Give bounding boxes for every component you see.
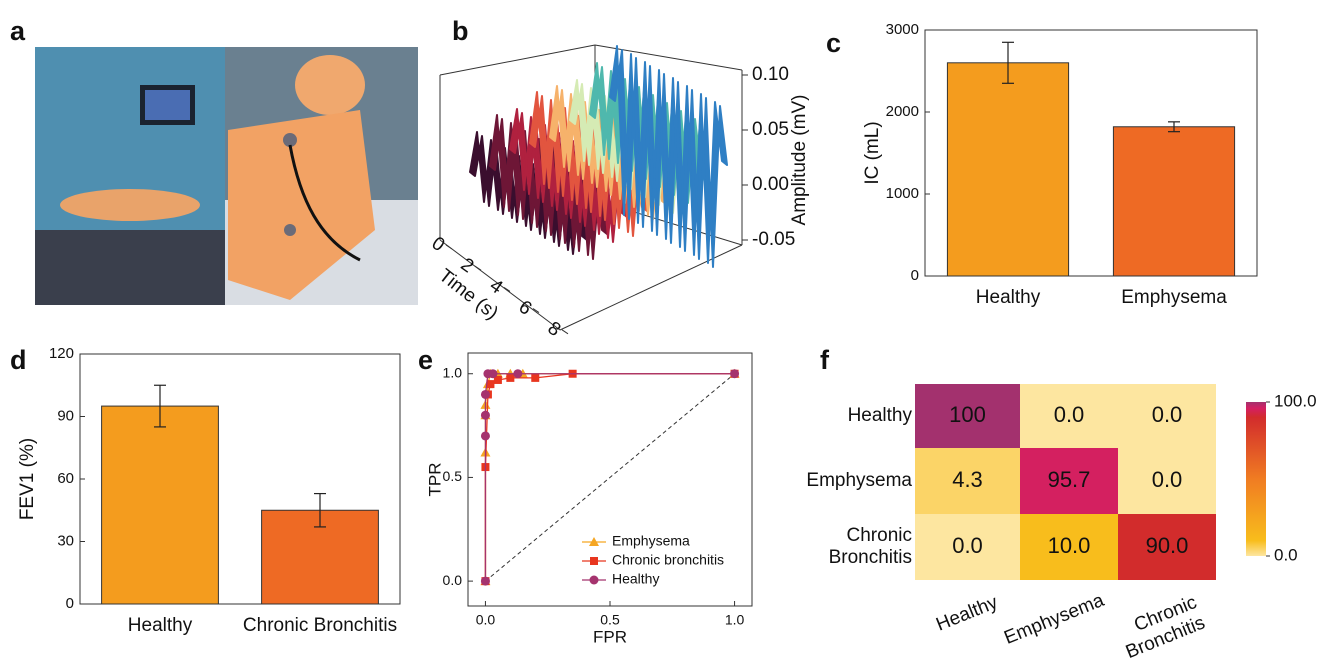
y-axis-label: IC (mL) [862, 121, 883, 184]
photo-bed [35, 230, 225, 305]
marker [481, 577, 490, 586]
x-tick-label: Emphysema [1121, 287, 1227, 308]
y-tick-label: 30 [57, 532, 74, 549]
x-tick [475, 266, 481, 270]
y-tick-label: 0 [911, 267, 919, 284]
z-tick-label: 0.10 [752, 64, 789, 85]
x-tick [446, 245, 452, 249]
legend-label: Chronic bronchitis [612, 552, 724, 568]
y-tick-label: 90 [57, 407, 74, 424]
photo-screen [145, 90, 190, 120]
y-tick-label: 0.5 [443, 468, 463, 484]
bar [1113, 127, 1234, 276]
chance-line [485, 374, 734, 581]
panel-letter: b [452, 16, 469, 46]
photo-head [295, 55, 365, 115]
cell-label: 10.0 [1048, 533, 1091, 558]
y-tick-label: 3000 [886, 21, 919, 38]
panel-letter: c [826, 28, 841, 58]
y-axis-label: TPR [425, 463, 444, 497]
y-tick-label: 0.0 [443, 572, 463, 588]
y-axis-label: FEV1 (%) [17, 438, 38, 520]
y-tick-label: 2000 [886, 103, 919, 120]
x-tick-label: Chronic Bronchitis [243, 615, 397, 636]
colorbar-tick-label: 0.0 [1274, 545, 1298, 564]
marker [531, 374, 539, 382]
y-tick-label: 1000 [886, 185, 919, 202]
cell-label: 0.0 [952, 533, 983, 558]
legend-marker [590, 557, 598, 565]
z-tick-label: 0.05 [752, 119, 789, 140]
panel-letter: a [10, 16, 26, 46]
marker [488, 369, 497, 378]
photo-electrode [284, 224, 296, 236]
cell-label: 0.0 [1152, 467, 1183, 492]
cell-label: 0.0 [1152, 402, 1183, 427]
x-tick-label: 1.0 [725, 612, 745, 628]
photo-mannequin [60, 189, 200, 221]
x-tick-label: Healthy [128, 615, 193, 636]
y-tick-label: 120 [49, 345, 74, 362]
row-label: Chronic Bronchitis [800, 525, 912, 569]
marker [481, 411, 490, 420]
plot-frame [468, 353, 752, 606]
x-tick-label: 0.5 [600, 612, 620, 628]
panel-letter: f [820, 345, 830, 375]
colorbar [1246, 402, 1266, 556]
marker [506, 374, 514, 382]
colorbar-tick-label: 100.0 [1274, 391, 1317, 410]
legend-label: Healthy [612, 571, 659, 587]
marker [730, 369, 739, 378]
panel-letter: d [10, 345, 27, 375]
bar [947, 63, 1068, 276]
cell-label: 90.0 [1146, 533, 1189, 558]
x-tick-label: Healthy [976, 287, 1041, 308]
cell-label: 4.3 [952, 467, 983, 492]
panel-letter: e [418, 345, 433, 375]
cell-label: 0.0 [1054, 402, 1085, 427]
cell-label: 100 [949, 402, 986, 427]
photo-electrode [283, 133, 297, 147]
legend-label: Emphysema [612, 533, 690, 549]
page: {"chart_data": [ {"type": "image", "labe… [0, 0, 1320, 652]
row-label: Healthy [800, 405, 912, 427]
x-tick-label: 0.0 [476, 612, 496, 628]
marker [481, 390, 490, 399]
frame-edge [440, 45, 595, 75]
legend-marker [590, 576, 599, 585]
z-tick-label: -0.05 [752, 229, 795, 250]
row-label: Emphysema [800, 470, 912, 492]
z-axis-label: Amplitude (mV) [789, 95, 810, 226]
y-tick-label: 0 [66, 595, 74, 612]
bar [102, 406, 219, 604]
y-tick-label: 60 [57, 470, 74, 487]
x-axis-label: FPR [593, 627, 627, 646]
cell-label: 95.7 [1048, 467, 1091, 492]
photo [35, 47, 418, 305]
z-tick-label: 0.00 [752, 174, 789, 195]
y-tick-label: 1.0 [443, 364, 463, 380]
x-tick [562, 330, 568, 334]
x-tick-label: 0 [428, 233, 449, 256]
marker [481, 431, 490, 440]
marker [513, 369, 522, 378]
x-tick-label: 6 [515, 297, 536, 320]
frame-edge [560, 245, 742, 330]
